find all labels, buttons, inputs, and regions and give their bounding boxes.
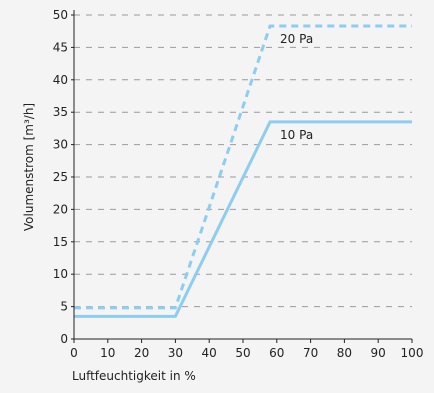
x-tick-label: 20 xyxy=(134,346,149,360)
y-tick-label: 35 xyxy=(53,105,68,119)
x-tick-label: 70 xyxy=(303,346,318,360)
y-tick-label: 10 xyxy=(53,267,68,281)
y-tick-label: 20 xyxy=(53,202,68,216)
y-tick-label: 30 xyxy=(53,138,68,152)
series-label: 20 Pa xyxy=(280,32,313,46)
x-tick-label: 90 xyxy=(371,346,386,360)
y-tick-label: 5 xyxy=(60,300,68,314)
y-tick-label: 25 xyxy=(53,170,68,184)
x-tick-label: 10 xyxy=(100,346,115,360)
x-tick-label: 0 xyxy=(70,346,78,360)
x-tick-label: 40 xyxy=(202,346,217,360)
y-tick-label: 45 xyxy=(53,40,68,54)
series-label: 10 Pa xyxy=(280,128,313,142)
series-line-10-pa xyxy=(74,120,412,318)
x-axis-title: Luftfeuchtigkeit in % xyxy=(72,369,196,383)
y-tick-label: 50 xyxy=(53,8,68,22)
y-tick-label: 40 xyxy=(53,73,68,87)
x-tick-label: 30 xyxy=(168,346,183,360)
label-layer: 0 5 10 15 20 25 30 35 40 45 50 0 10 20 30 40 50 60 70 80 90 1… xyxy=(22,8,423,383)
y-axis-title: Volumenstrom [m³/h] xyxy=(22,103,36,231)
grid-layer xyxy=(74,14,412,308)
axis-layer xyxy=(71,10,413,343)
series-layer xyxy=(74,24,412,318)
x-tick-label: 100 xyxy=(401,346,424,360)
series-line-20-pa xyxy=(74,24,412,310)
y-tick-label: 0 xyxy=(60,332,68,346)
x-tick-label: 60 xyxy=(269,346,284,360)
x-tick-label: 80 xyxy=(337,346,352,360)
y-tick-label: 15 xyxy=(53,235,68,249)
x-tick-label: 50 xyxy=(235,346,250,360)
